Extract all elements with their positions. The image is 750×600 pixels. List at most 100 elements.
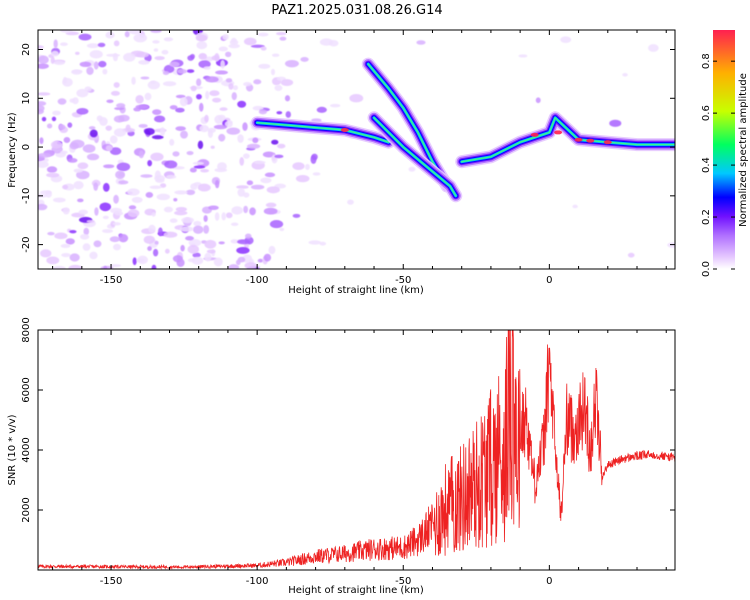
spectrogram-blob [518,54,528,58]
spectrogram-blob [39,137,44,145]
spectrogram-blob [129,30,143,35]
spectrogram-blob [60,243,71,249]
spectrogram-blob [203,66,211,70]
spectrogram-blob [177,69,188,74]
spectrogram-blob [203,224,210,234]
spectrogram-blob [193,220,202,227]
spectrogram-blob [192,252,201,258]
spectrogram-blob [224,120,233,128]
spectrogram-blob [140,174,153,178]
spectrogram-blob [102,215,109,220]
spectrogram-blob [76,88,89,98]
spectrogram-blob [118,180,129,185]
spectrogram-blob [190,53,195,60]
spectrogram-blob [150,80,156,85]
spectrogram-blob [59,42,68,46]
spectrogram-blob [133,33,148,43]
spectrogram-blob [175,206,188,212]
spectrogram-blob [174,190,188,195]
spectrogram-blob [93,182,99,191]
spectrogram-blob [71,69,83,74]
spectrogram-blob [243,81,252,87]
spectrogram-blob [131,196,143,204]
spectrogram-blob [97,42,106,48]
spectrogram-blob [161,49,169,55]
spectrogram-blob [284,95,291,102]
spectrogram-blob [319,241,327,246]
spectrogram-blob [172,255,183,263]
spectrogram-blob [285,111,291,118]
spectrogram-blob [118,114,130,122]
spectrogram-blob [280,79,294,86]
spectrogram-blob [123,52,136,62]
spectrogram-xtick-label: -50 [395,275,411,286]
spectrogram-blob [185,236,194,241]
spectrogram-blob [266,186,280,194]
spectrogram-blob [173,198,178,202]
spectrogram-ridge [256,121,390,143]
spectrogram-blob [252,105,264,111]
colorbar-ticks: 0.0 0.2 0.4 0.6 0.8 [701,53,735,277]
spectrogram-blob [109,264,122,268]
spectrogram-blob [572,204,578,209]
spectrogram-blob [225,78,233,83]
spectrogram-blob [67,158,78,163]
spectrogram-blob [83,227,90,236]
spectrogram-blob [172,151,180,157]
spectrogram-blob [135,95,144,104]
spectrogram-ytick-label: 20 [21,43,32,56]
spectrogram-blob [53,60,65,65]
spectrogram-blob [192,161,205,165]
spectrogram-ridge [373,117,457,197]
spectrogram-blob [46,166,58,173]
spectrogram-blob [38,152,52,158]
spectrogram-blob [627,252,635,258]
spectrogram-blob [274,84,283,92]
colorbar-tick-label: 0.6 [701,105,712,121]
spectrogram-blob [62,207,70,215]
spectrogram-blob [186,150,194,156]
snr-ytick-label: 6000 [21,377,32,402]
spectrogram-blob [292,213,301,218]
snr-xlabel: Height of straight line (km) [288,585,424,596]
spectrogram-blob [189,167,197,173]
spectrogram-blob [257,32,269,37]
spectrogram-blob [154,56,165,61]
spectrogram-blob [310,155,317,164]
spectrogram-blob [88,126,96,130]
spectrogram-hotspot [574,137,583,142]
spectrogram-blob [103,265,108,269]
spectrogram-blob [263,207,278,215]
spectrogram-blob [106,99,114,104]
spectrogram-blob [115,170,126,180]
spectrogram-blob [198,60,211,69]
spectrogram-blob [237,188,246,197]
spectrogram-blob [124,31,130,38]
spectrogram-blob [68,264,83,269]
spectrogram-blob [99,202,112,212]
spectrogram-blob [213,257,223,267]
spectrogram-blob [82,144,96,153]
spectrogram-blob [47,231,55,236]
spectrogram-blob [93,240,102,248]
spectrogram-blob [113,128,126,137]
spectrogram-blob [128,205,137,210]
spectrogram-blob [560,36,572,44]
spectrogram-blob [38,45,44,49]
spectrogram-blob [105,31,115,39]
spectrogram-blob [46,172,60,178]
spectrogram-blob [75,51,80,55]
spectrogram-blob [328,40,339,47]
spectrogram-blob [152,40,160,44]
spectrogram-blob [46,123,53,129]
spectrogram-blob [151,211,156,217]
spectrogram-blob [79,61,92,68]
spectrogram-hotspot [554,130,563,135]
spectrogram-blob [52,265,66,269]
spectrogram-blob [103,164,115,169]
spectrogram-blob [65,238,75,245]
spectrogram-blob [245,233,252,239]
spectrogram-blob [77,198,84,203]
snr-xtick-label: -100 [246,576,269,587]
